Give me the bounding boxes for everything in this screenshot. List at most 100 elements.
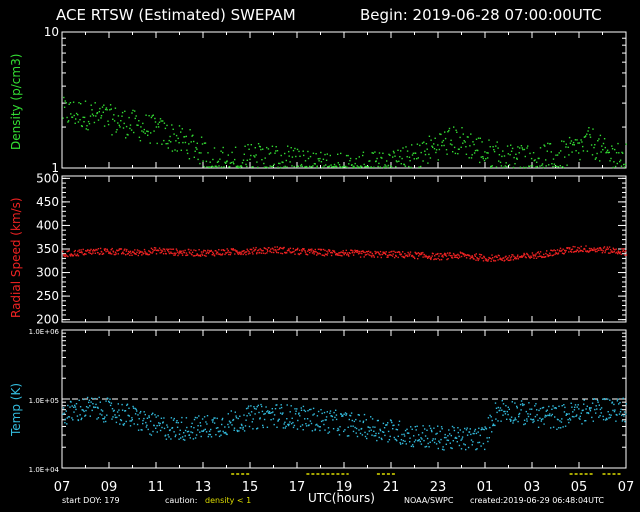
temp-data-point [181,436,184,438]
density-y-tick-label: 10 [44,25,59,39]
speed-data-point [234,253,236,255]
temp-data-point [526,418,528,420]
speed-data-point [284,251,286,254]
temp-data-point [424,435,427,437]
speed-data-point [462,252,464,255]
density-data-point [111,134,113,136]
temp-data-point [536,414,538,416]
temp-data-point [400,439,403,441]
temp-data-point [422,425,424,427]
density-data-point [430,139,432,141]
speed-data-point [245,253,247,256]
temp-data-point [510,416,513,418]
density-data-point [211,165,213,167]
density-data-point [171,124,173,126]
temp-data-point [525,410,527,413]
speed-data-point [198,255,201,257]
temp-data-point [205,431,208,433]
density-data-point [128,116,130,119]
temp-data-point [248,412,250,415]
density-data-point [446,153,448,155]
speed-data-point [202,251,204,253]
temp-data-point [139,412,141,414]
temp-data-point [443,436,446,439]
x-tick-label: 21 [383,480,400,495]
temp-data-point [347,426,349,428]
speed-data-point [245,251,248,253]
density-data-point [312,165,314,167]
density-data-point [515,153,517,155]
speed-data-point [278,247,281,250]
speed-data-point [348,252,350,254]
density-data-point [495,145,497,147]
density-data-point [500,165,503,167]
density-data-point [571,151,573,153]
speed-data-point [572,245,574,248]
speed-data-point [349,252,351,255]
temp-data-point [512,420,515,422]
speed-data-point [615,248,617,250]
density-data-point [322,158,325,160]
speed-data-point [577,251,580,253]
density-data-point [602,142,605,145]
density-data-point [246,165,248,168]
density-data-point [498,160,500,162]
density-data-point [249,158,251,161]
temp-data-point [465,448,467,451]
density-data-point [420,165,422,168]
temp-data-point [105,420,107,423]
speed-data-point [622,249,625,252]
speed-data-point [82,248,84,251]
temp-data-point [346,435,349,437]
temp-data-point [415,429,417,431]
density-data-point [522,148,524,151]
density-data-point [561,140,563,142]
temp-data-point [302,405,305,408]
density-data-point [217,160,220,163]
temp-data-point [239,415,241,417]
speed-data-point [164,250,166,252]
temp-data-point [353,420,355,423]
speed-data-point [319,253,321,255]
temp-data-point [317,410,320,413]
temp-data-point [507,406,509,408]
density-data-point [180,149,182,151]
speed-data-point [585,250,587,252]
density-data-point [509,154,511,156]
density-data-point [566,164,568,166]
density-data-point [372,152,374,154]
temp-data-point [482,442,485,445]
density-data-point [357,166,359,169]
speed-data-point [127,250,130,253]
speed-data-point [298,249,301,251]
temp-data-point [201,430,203,432]
temp-data-point [418,434,420,436]
speed-data-point [465,254,467,257]
temp-data-point [449,433,451,435]
speed-data-point [377,256,379,258]
speed-data-point [582,250,584,253]
temp-data-point [309,420,312,422]
temp-data-point [537,419,539,422]
speed-data-point [497,254,500,256]
speed-data-point [274,249,277,251]
density-data-point [70,113,72,115]
temp-data-point [284,427,286,429]
temp-data-point [94,397,96,400]
density-data-point [459,136,461,139]
speed-data-point [343,253,345,256]
density-data-point [205,160,208,163]
density-data-point [107,120,109,122]
speed-data-point [555,252,558,255]
temp-data-point [510,419,512,421]
speed-data-point [372,254,375,257]
density-data-point [503,155,506,157]
speed-data-point [127,252,129,255]
temp-data-point [152,430,154,433]
speed-data-point [491,254,493,256]
density-data-point [327,166,329,168]
speed-data-point [417,258,419,260]
speed-data-point [152,251,154,253]
density-data-point [142,122,144,125]
speed-data-point [612,247,614,249]
